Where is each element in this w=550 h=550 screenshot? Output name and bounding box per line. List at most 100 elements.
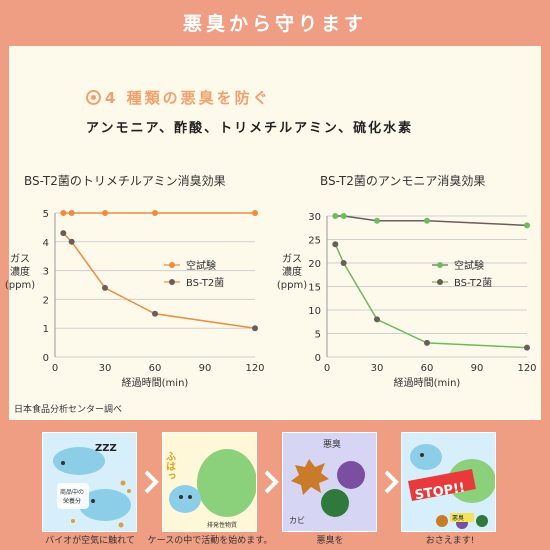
x-tick-label: 30 (99, 363, 112, 374)
data-point (340, 213, 347, 219)
data-point (252, 210, 258, 216)
data-point (332, 213, 339, 219)
mold-label: カビ (289, 516, 305, 525)
data-point (152, 310, 158, 317)
step-panel-2: ふはっ 排発性物質 (162, 432, 257, 532)
data-point (252, 325, 258, 332)
y-tick-label: 4 (43, 238, 49, 249)
y-tick-label: 0 (43, 353, 49, 364)
step-caption-4: おさえます! (425, 536, 475, 546)
header-bar (0, 0, 550, 46)
y-axis-label: ガス (282, 253, 302, 265)
y-tick-label: 5 (43, 209, 49, 220)
step-panel-4: STOP!! 悪臭 (401, 432, 496, 532)
bacteria-sleeping-shape (53, 447, 105, 475)
step-caption-2: ケースの中で活動を始めます。 (147, 536, 273, 546)
bacteria-shape (79, 489, 131, 521)
legend-marker (169, 262, 175, 268)
gas-cloud-shape (197, 449, 256, 517)
y-tick-label: 1 (43, 324, 49, 335)
legend-label: BS-T2菌 (186, 277, 224, 289)
step-panel-3: 悪臭 カビ (282, 432, 377, 532)
legend-label: 空試験 (454, 259, 484, 272)
legend-label: BS-T2菌 (454, 277, 492, 289)
y-tick-label: 3 (43, 267, 49, 278)
nutrient-label-line2: 栄養分 (63, 497, 81, 505)
step-caption-3: 悪臭を (316, 536, 344, 546)
mold-germ (321, 489, 349, 517)
legend-label: 空試験 (186, 259, 216, 272)
odor-label: 悪臭 (323, 438, 341, 450)
y-tick-label: 20 (308, 259, 321, 270)
nutrient-label-line1: 商品中の (60, 488, 84, 496)
page-title: 悪臭から守ります (182, 13, 367, 35)
x-tick-label: 90 (199, 363, 212, 374)
data-point (68, 210, 75, 216)
series-line (334, 243, 528, 349)
data-point (102, 210, 108, 216)
section-heading: 4 種類の悪臭を防ぐ (86, 87, 271, 108)
data-point (152, 210, 158, 216)
source-note: 日本食品分析センター調べ (14, 405, 123, 415)
bacteria-shape (169, 485, 201, 513)
chevron-right-icon (264, 470, 279, 494)
step-caption-1: バイオが空気に触れて (45, 536, 135, 546)
bacteria-eye-2 (91, 499, 95, 503)
y-tick-label: 10 (308, 306, 321, 317)
data-point (60, 230, 67, 237)
chevron-right-icon (144, 470, 159, 494)
y-axis-label: 濃度 (282, 265, 302, 278)
y-tick-label: 2 (43, 295, 49, 306)
legend-marker (169, 279, 175, 285)
chart-title-ammonia: BS-T2菌のアンモニア消臭効果 (320, 174, 486, 188)
stop-banner (408, 469, 476, 501)
volatile-substance-label: 排発性物質 (207, 521, 237, 529)
x-tick-label: 90 (471, 363, 484, 374)
sleeping-bacteria-illustration: ZZZ 商品中の 栄養分 (53, 443, 131, 528)
legend-marker (437, 262, 443, 268)
data-point (374, 217, 380, 224)
nutrient-label-box (57, 483, 89, 509)
x-tick-label: 120 (517, 363, 536, 374)
legend-marker (437, 279, 443, 285)
bullet-icon (86, 90, 101, 105)
odor-label-small: 悪臭 (452, 514, 464, 522)
bacteria-shape (410, 444, 442, 470)
chevron-right-icon (384, 470, 399, 494)
data-point (424, 339, 430, 346)
x-axis-label: 経過時間(min) (122, 376, 189, 389)
stop-odor-illustration: STOP!! 悪臭 (408, 444, 495, 529)
data-point (102, 284, 108, 291)
data-point (524, 344, 530, 351)
zzz-text: ZZZ (95, 443, 117, 454)
y-axis-label: ガス (10, 253, 30, 265)
x-tick-label: 0 (52, 363, 58, 374)
y-tick-label: 5 (315, 330, 321, 341)
data-point (374, 316, 380, 323)
x-tick-label: 60 (421, 363, 434, 374)
y-axis-label: (ppm) (277, 280, 307, 291)
x-axis-label: 経過時間(min) (394, 376, 461, 389)
x-tick-label: 30 (371, 363, 384, 374)
step-panel-1: ZZZ 商品中の 栄養分 (42, 432, 137, 532)
chart-title-trimethylamine: BS-T2菌のトリメチルアミン消臭効果 (24, 174, 226, 188)
y-tick-label: 0 (315, 353, 321, 364)
odor-germ-orange (291, 459, 329, 495)
bacteria-eye (61, 461, 65, 465)
data-point (60, 210, 67, 216)
data-point (424, 217, 430, 224)
x-tick-label: 60 (149, 363, 162, 374)
fuha-text: ふはっ (164, 451, 176, 481)
x-tick-label: 120 (245, 363, 264, 374)
data-point (340, 260, 347, 266)
x-tick-label: 0 (324, 363, 330, 374)
series-line (62, 232, 256, 329)
odor-germs-illustration: 悪臭 カビ (283, 433, 376, 531)
section-heading-text: 4 種類の悪臭を防ぐ (105, 89, 271, 107)
y-tick-label: 15 (308, 283, 321, 294)
y-tick-label: 25 (308, 236, 321, 247)
data-point (68, 238, 75, 245)
